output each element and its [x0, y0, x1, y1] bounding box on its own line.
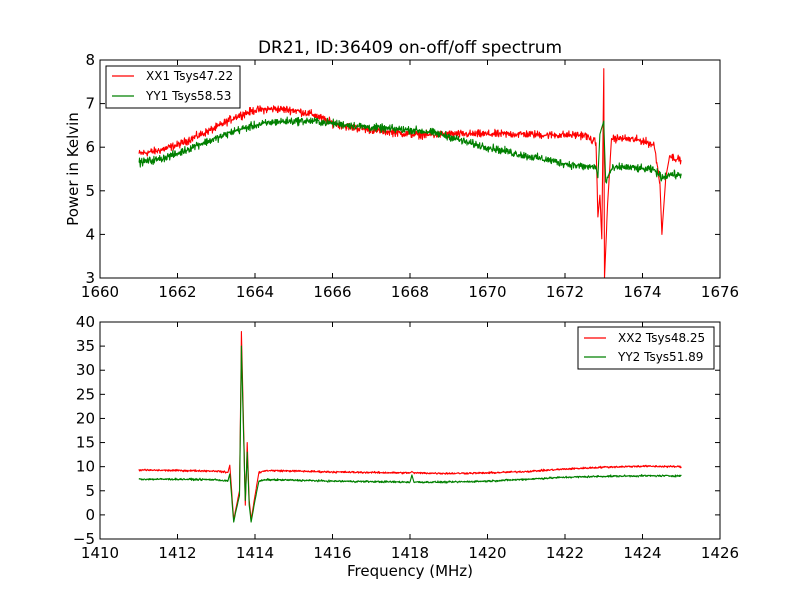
bottom-x-tick-label: 1426 [701, 544, 739, 562]
bottom-x-tick-label: 1414 [236, 544, 274, 562]
top-spectrum-panel: DR21, ID:36409 on-off/off spectrum Power… [64, 38, 739, 301]
bottom-legend: XX2 Tsys48.25 YY2 Tsys51.89 [577, 326, 715, 370]
bottom-y-tick-label: 30 [76, 361, 95, 379]
bottom-y-tick-label: 20 [76, 409, 95, 427]
bottom-y-tick-label: 15 [76, 434, 95, 452]
bottom-y-tick-label: −5 [73, 530, 95, 548]
top-x-tick-label: 1666 [313, 283, 351, 301]
top-y-tick-label: 6 [85, 138, 95, 156]
bottom-y-tick-label: 10 [76, 458, 95, 476]
bottom-x-tick-label: 1420 [468, 544, 506, 562]
bottom-x-tick-label: 1422 [546, 544, 584, 562]
bottom-y-tick-label: 5 [85, 482, 95, 500]
legend-label-yy2: YY2 Tsys51.89 [617, 350, 703, 364]
top-x-tick-label: 1672 [546, 283, 584, 301]
top-x-tick-label: 1662 [158, 283, 196, 301]
top-y-tick-label: 3 [85, 269, 95, 287]
bottom-x-axis-label: Frequency (MHz) [347, 562, 473, 580]
legend-label-yy1: YY1 Tsys58.53 [145, 89, 231, 103]
bottom-x-tick-label: 1410 [81, 544, 119, 562]
top-legend-box [105, 65, 241, 109]
bottom-y-tick-label: 35 [76, 337, 95, 355]
bottom-y-tick-label: 25 [76, 385, 95, 403]
bottom-y-tick-label: 0 [85, 506, 95, 524]
top-y-tick-label: 7 [85, 95, 95, 113]
bottom-x-tick-label: 1416 [313, 544, 351, 562]
bottom-series-line-2 [138, 345, 682, 523]
top-ticks-layer: 1660 1662 1664 1666 1668 1670 1672 1674 1676 3 4 5 6… [81, 51, 739, 301]
bottom-ticks-layer: 1410 1412 1414 1416 1418 1420 1422 1424 1426 −5 0 5… [73, 313, 739, 562]
top-series-line-2 [138, 116, 682, 184]
bottom-x-tick-label: 1424 [623, 544, 661, 562]
top-x-tick-label: 1668 [391, 283, 429, 301]
bottom-legend-box [577, 326, 715, 370]
bottom-x-tick-label: 1418 [391, 544, 429, 562]
top-series-layer [138, 68, 682, 278]
top-x-tick-label: 1676 [701, 283, 739, 301]
bottom-series-layer [138, 331, 682, 523]
top-y-tick-label: 4 [85, 225, 95, 243]
legend-label-xx1: XX1 Tsys47.22 [146, 69, 233, 83]
top-y-tick-label: 8 [85, 51, 95, 69]
top-x-tick-label: 1660 [81, 283, 119, 301]
bottom-x-tick-label: 1412 [158, 544, 196, 562]
top-y-axis-label: Power in Kelvin [64, 112, 82, 226]
top-chart-title: DR21, ID:36409 on-off/off spectrum [258, 38, 562, 58]
legend-label-xx2: XX2 Tsys48.25 [618, 331, 705, 345]
top-x-tick-label: 1670 [468, 283, 506, 301]
bottom-series-line-1 [138, 331, 682, 521]
bottom-spectrum-panel: Frequency (MHz) 1410 1412 1414 1416 1418 1420… [73, 313, 739, 580]
top-y-tick-label: 5 [85, 182, 95, 200]
top-legend: XX1 Tsys47.22 YY1 Tsys58.53 [105, 65, 241, 109]
bottom-y-tick-label: 40 [76, 313, 95, 331]
top-x-tick-label: 1674 [623, 283, 661, 301]
top-x-tick-label: 1664 [236, 283, 274, 301]
